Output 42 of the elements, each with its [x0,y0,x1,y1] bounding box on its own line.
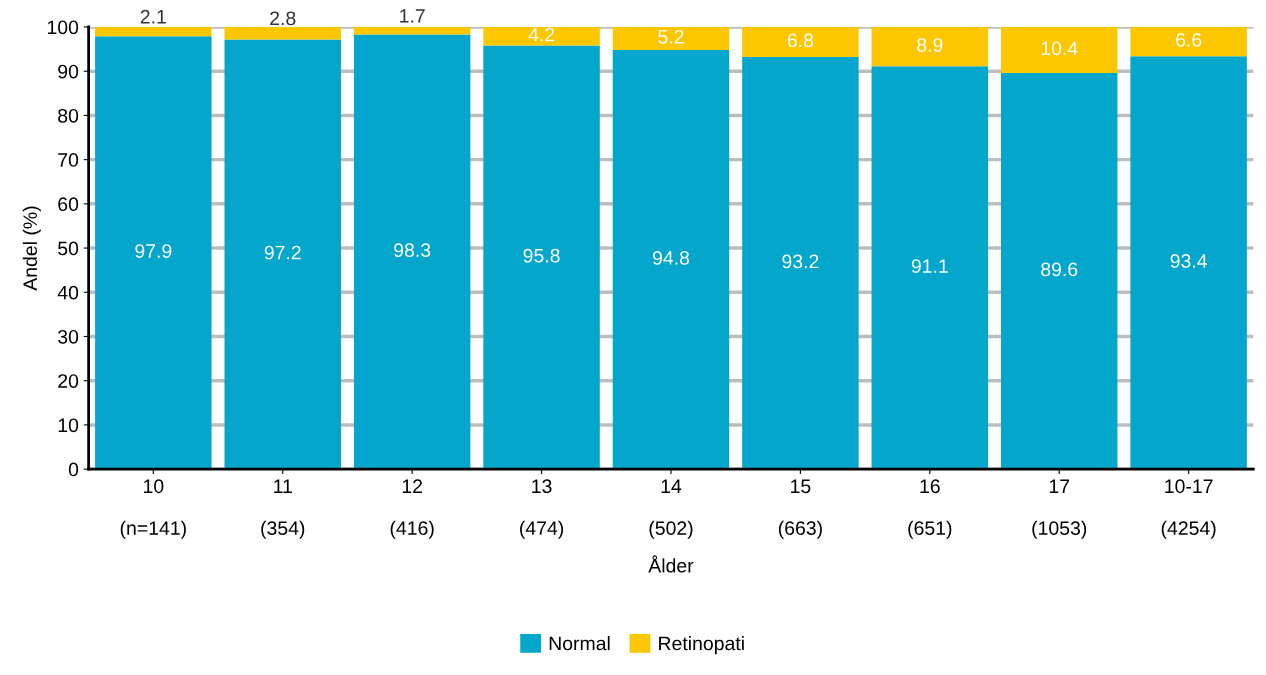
y-tick-label: 50 [58,241,79,256]
data-label: 5.2 [658,29,684,44]
y-tick-label: 20 [58,374,79,388]
y-axis-title: Andel (%) [22,206,41,291]
data-label: 2.8 [270,11,296,26]
data-label: 93.4 [1170,254,1207,268]
y-tick-label: 40 [57,285,79,300]
data-label: 6.8 [787,33,814,48]
category-label: 17 (1053) [1032,479,1087,539]
category-label: 14 (502) [649,479,693,539]
data-label: 2.1 [140,9,166,24]
category-label: 10 (n=141) [120,479,186,539]
data-label: 6.6 [1176,33,1202,47]
data-label: 97.2 [264,245,301,260]
data-label: 91.1 [911,259,948,273]
x-axis-title: Ålder [648,555,694,573]
data-label: 94.8 [652,251,690,265]
data-label: 98.3 [394,243,431,258]
data-label: 8.9 [917,38,943,52]
category-label: 13 (474) [520,479,564,539]
data-label: 97.9 [135,244,172,258]
data-label: 93.2 [782,254,819,269]
y-tick-label: 60 [58,197,79,212]
y-tick-label: 100 [47,20,79,35]
y-tick-label: 80 [58,108,79,123]
y-tick-label: 30 [58,329,79,344]
category-label: 11 (354) [261,479,305,539]
y-tick-label: 10 [58,418,79,433]
category-label: 15 (663) [778,479,822,539]
data-label: 89.6 [1041,262,1078,277]
category-label: 10-17 (4254) [1161,479,1216,539]
y-tick-label: 70 [58,153,79,167]
data-label: 95.8 [523,248,560,263]
y-tick-label: 90 [58,64,79,79]
data-label: 4.2 [528,27,555,42]
data-label: 10.4 [1041,41,1078,56]
y-tick-label: 0 [68,462,79,477]
data-label: 1.7 [400,9,425,23]
category-label: 12 (416) [390,479,434,539]
category-label: 16 (651) [908,479,952,539]
legend-label: Retinopati [659,636,744,655]
legend-label: Normal [549,636,610,651]
